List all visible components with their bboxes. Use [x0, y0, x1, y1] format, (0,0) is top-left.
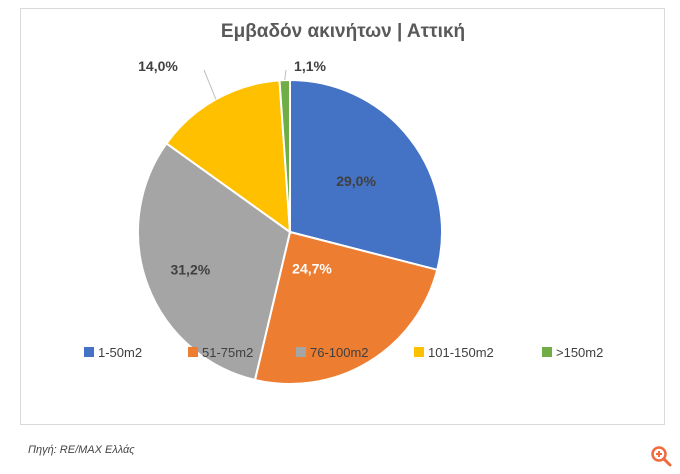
- legend-label-101-150m2: 101-150m2: [428, 345, 494, 360]
- zoom-in-icon[interactable]: [649, 444, 673, 468]
- legend-item-150m2: >150m2: [542, 345, 603, 360]
- data-label-150m2: 1,1%: [294, 58, 326, 74]
- data-label-101-150m2: 14,0%: [138, 58, 178, 74]
- pie-slice-76-100m2: [137, 142, 292, 382]
- legend-label-1-50m2: 1-50m2: [98, 345, 142, 360]
- pie-slice-1-50m2: [289, 78, 443, 272]
- chart-title: Εμβαδόν ακινήτων | Αττική: [221, 21, 465, 42]
- legend-label-51-75m2: 51-75m2: [202, 345, 253, 360]
- legend-item-51-75m2: 51-75m2: [188, 345, 253, 360]
- legend-item-76-100m2: 76-100m2: [296, 345, 369, 360]
- data-label-76-100m2: 31,2%: [170, 261, 210, 277]
- data-label-1-50m2: 29,0%: [336, 173, 376, 189]
- leader-line-150m2: [284, 69, 287, 81]
- legend-label-76-100m2: 76-100m2: [310, 345, 369, 360]
- legend-item-101-150m2: 101-150m2: [414, 345, 494, 360]
- legend-swatch-76-100m2: [296, 347, 306, 357]
- legend-swatch-150m2: [542, 347, 552, 357]
- legend-label-150m2: >150m2: [556, 345, 603, 360]
- leader-line-101-150m2: [203, 69, 217, 100]
- legend-swatch-1-50m2: [84, 347, 94, 357]
- pie-slice-51-75m2: [253, 230, 439, 385]
- legend-swatch-51-75m2: [188, 347, 198, 357]
- legend-swatch-101-150m2: [414, 347, 424, 357]
- data-label-51-75m2: 24,7%: [292, 260, 332, 276]
- legend-item-1-50m2: 1-50m2: [84, 345, 142, 360]
- source-caption: Πηγή: RE/MAX Ελλάς: [28, 444, 135, 456]
